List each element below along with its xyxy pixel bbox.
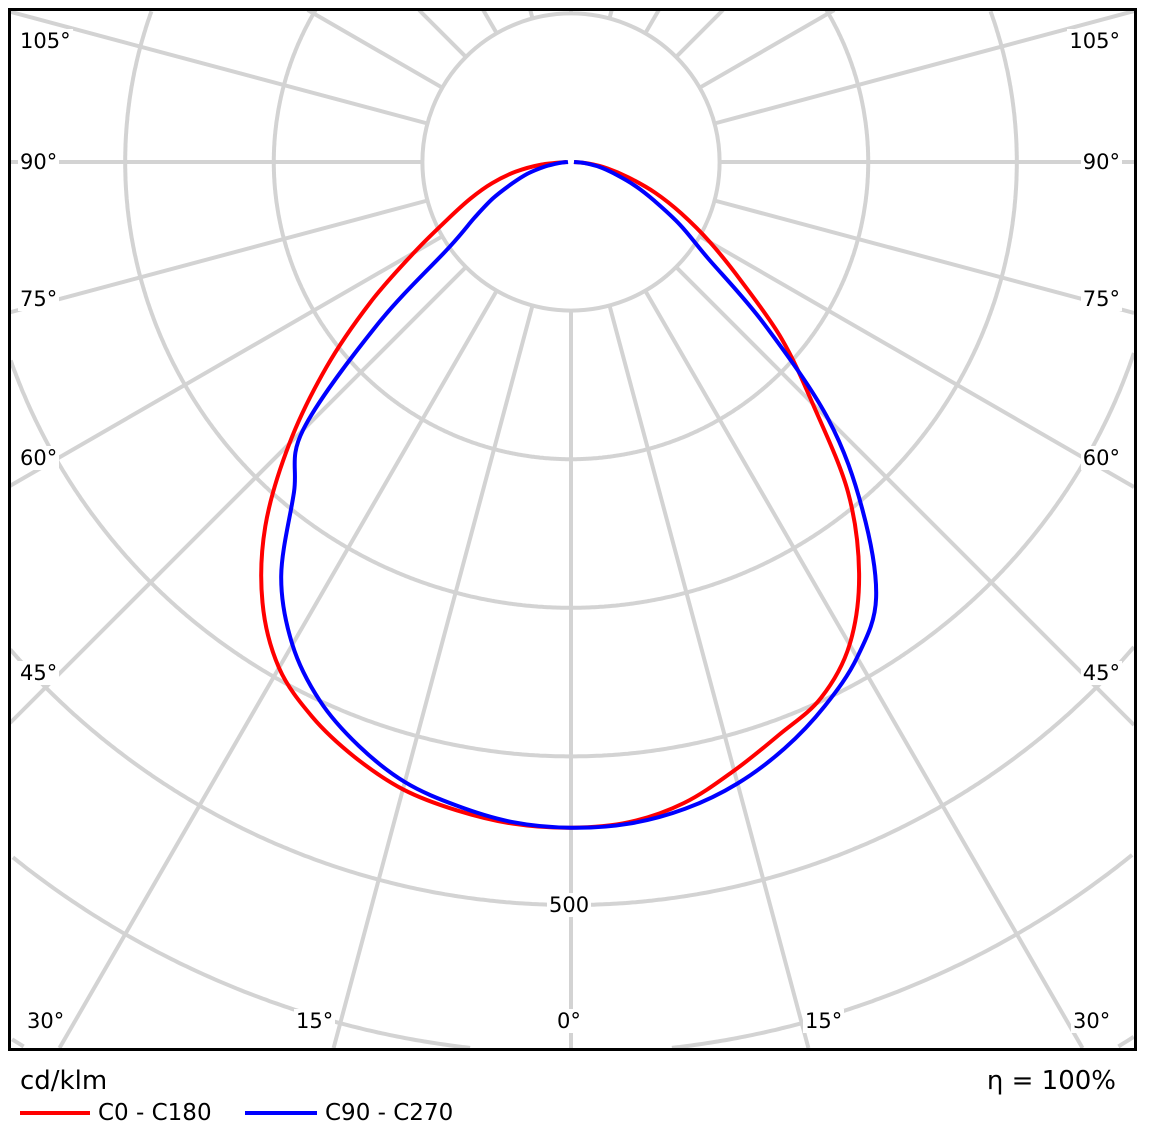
curves bbox=[259, 160, 879, 830]
angle-label-right-75: 75° bbox=[1080, 287, 1122, 311]
grid-ring bbox=[11, 1035, 1135, 1049]
angle-label-left-75: 75° bbox=[18, 287, 60, 311]
angle-label-left-90: 90° bbox=[18, 150, 60, 174]
grid-ray bbox=[306, 8, 444, 90]
grid-ray bbox=[713, 9, 1135, 126]
grid-ray bbox=[417, 8, 468, 59]
grid-ray bbox=[8, 234, 444, 488]
angle-label-bottom-30-right: 30° bbox=[1071, 1009, 1113, 1033]
angle-label-bottom-15-left: 15° bbox=[294, 1009, 336, 1033]
angle-label-bottom-0: 0° bbox=[555, 1009, 583, 1033]
grid-ray bbox=[713, 198, 1135, 315]
plot-frame bbox=[8, 8, 1137, 1051]
grid-ring bbox=[123, 10, 1019, 610]
unit-label: cd/klm bbox=[20, 1066, 108, 1096]
angle-label-right-105: 105° bbox=[1067, 29, 1122, 53]
grid-ray bbox=[643, 289, 1085, 1049]
grid-ray bbox=[331, 304, 535, 1049]
legend-swatch-c90 bbox=[245, 1111, 317, 1115]
grid-ray bbox=[481, 8, 499, 35]
angle-label-right-60: 60° bbox=[1080, 446, 1122, 470]
grid-ring bbox=[11, 853, 1134, 1050]
radial-tick-label: 500 bbox=[547, 893, 592, 917]
grid-ray bbox=[9, 198, 429, 315]
grid-ray bbox=[698, 234, 1135, 489]
grid-ring bbox=[420, 11, 722, 313]
grid-ring bbox=[271, 8, 871, 462]
angle-label-right-45: 45° bbox=[1080, 661, 1122, 685]
polar-grid bbox=[8, 8, 1136, 1050]
angle-label-right-90: 90° bbox=[1080, 150, 1122, 174]
grid-ray bbox=[674, 265, 1136, 727]
legend-swatch-c0 bbox=[20, 1111, 90, 1115]
efficiency-label: η = 100% bbox=[986, 1066, 1116, 1096]
angle-label-left-60: 60° bbox=[18, 446, 60, 470]
grid-ray bbox=[698, 8, 836, 90]
legend-label-c90: C90 - C270 bbox=[325, 1100, 454, 1126]
angle-label-bottom-30-left: 30° bbox=[25, 1009, 67, 1033]
angle-label-left-45: 45° bbox=[18, 661, 60, 685]
grid-ray bbox=[674, 8, 725, 59]
grid-ray bbox=[8, 265, 468, 725]
grid-ray bbox=[607, 304, 811, 1049]
angle-label-left-105: 105° bbox=[18, 29, 73, 53]
grid-ray bbox=[9, 9, 429, 126]
grid-ray bbox=[643, 8, 661, 35]
angle-label-bottom-15-right: 15° bbox=[803, 1009, 845, 1033]
legend-label-c0: C0 - C180 bbox=[98, 1100, 212, 1126]
curve-c90-c270 bbox=[279, 160, 879, 830]
grid-ring bbox=[8, 645, 1136, 907]
